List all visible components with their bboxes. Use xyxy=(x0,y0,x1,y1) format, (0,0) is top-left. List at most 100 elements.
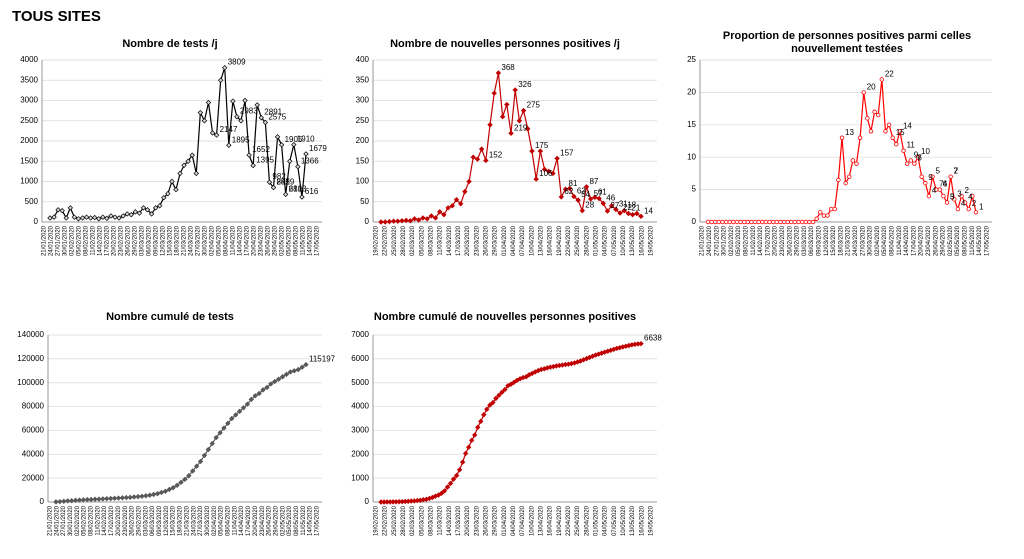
data-point xyxy=(796,219,801,225)
x-tick-label: 29/02/2020 xyxy=(136,505,142,536)
x-tick-label: 03/03/2020 xyxy=(143,505,149,536)
data-label: 22 xyxy=(885,69,894,78)
x-tick-label: 12/03/2020 xyxy=(161,225,167,256)
x-tick-label: 22/04/2020 xyxy=(566,505,572,536)
data-point xyxy=(407,218,414,224)
data-point xyxy=(270,184,277,191)
data-point xyxy=(140,205,147,211)
x-tick-label: 21/01/2020 xyxy=(700,225,706,256)
data-point xyxy=(441,212,447,218)
x-tick-label: 02/04/2020 xyxy=(212,505,218,536)
x-tick-label: 23/02/2020 xyxy=(123,505,129,536)
y-tick-label: 200 xyxy=(356,136,370,145)
data-point xyxy=(617,210,623,216)
y-tick-label: 100 xyxy=(356,177,370,186)
y-tick-label: 1000 xyxy=(20,177,38,186)
x-tick-label: 18/03/2020 xyxy=(178,505,184,536)
data-point xyxy=(483,157,489,164)
x-tick-label: 05/02/2020 xyxy=(736,225,742,256)
x-tick-label: 19/02/2020 xyxy=(374,505,380,536)
data-point xyxy=(132,209,139,215)
y-tick-label: 0 xyxy=(40,497,45,506)
data-label: 152 xyxy=(489,150,503,159)
data-point xyxy=(254,102,260,108)
x-tick-label: 14/05/2020 xyxy=(977,225,983,256)
data-label: 326 xyxy=(518,80,532,89)
data-point xyxy=(222,65,228,71)
data-label: 4 xyxy=(961,199,966,208)
data-label: 54 xyxy=(581,190,590,199)
x-tick-label: 05/05/2020 xyxy=(287,225,293,256)
data-point xyxy=(67,205,74,211)
x-tick-label: 24/03/2020 xyxy=(853,225,859,256)
y-tick-label: 3000 xyxy=(20,96,38,105)
data-label: 2 xyxy=(972,199,977,208)
data-point xyxy=(469,437,475,443)
data-label: 3 xyxy=(950,193,955,202)
x-tick-label: 09/03/2020 xyxy=(157,505,163,536)
x-tick-label: 14/04/2020 xyxy=(239,505,245,536)
data-point xyxy=(248,396,255,403)
data-point xyxy=(803,219,808,225)
data-point xyxy=(857,135,863,140)
chart-panel-positives: Nombre de nouvelles personnes positives … xyxy=(335,30,675,290)
data-point xyxy=(865,116,870,121)
x-tick-label: 18/03/2020 xyxy=(175,225,181,256)
x-tick-label: 07/04/2020 xyxy=(520,225,526,256)
y-tick-label: 1500 xyxy=(20,156,38,165)
x-tick-label: 22/04/2020 xyxy=(566,225,572,256)
x-tick-label: 13/04/2020 xyxy=(538,505,544,536)
data-point xyxy=(131,494,137,500)
data-label: 5 xyxy=(950,193,955,202)
x-tick-label: 11/03/2020 xyxy=(438,505,444,535)
data-label: 3809 xyxy=(228,58,246,67)
data-label: 7 xyxy=(954,167,959,176)
data-point xyxy=(541,166,548,173)
y-tick-label: 10 xyxy=(687,152,696,161)
x-tick-label: 28/02/2020 xyxy=(401,225,407,256)
x-tick-label: 29/04/2020 xyxy=(273,225,279,256)
data-label: 10 xyxy=(921,147,930,156)
y-tick-label: 5 xyxy=(692,185,697,194)
data-point xyxy=(72,497,79,504)
data-point xyxy=(403,217,409,224)
data-point xyxy=(96,496,102,502)
data-point xyxy=(575,197,581,203)
x-tick-label: 23/04/2020 xyxy=(260,505,266,536)
x-tick-label: 10/04/2020 xyxy=(529,505,535,536)
x-tick-label: 30/01/2020 xyxy=(722,225,728,256)
x-tick-label: 30/03/2020 xyxy=(868,225,874,256)
data-label: 2983 xyxy=(240,107,258,116)
x-tick-label: 08/02/2020 xyxy=(89,505,95,536)
x-tick-label: 23/02/2020 xyxy=(780,225,786,256)
x-tick-label: 05/04/2020 xyxy=(217,225,223,256)
x-tick-label: 11/04/2020 xyxy=(231,225,237,255)
data-point xyxy=(959,193,964,199)
data-point xyxy=(487,122,493,128)
data-label: 982 xyxy=(272,172,286,181)
data-point xyxy=(596,195,602,202)
x-tick-label: 17/05/2020 xyxy=(315,225,321,256)
x-tick-label: 13/04/2020 xyxy=(538,225,544,256)
data-label: 2 xyxy=(954,167,959,176)
data-point xyxy=(760,219,765,225)
data-point xyxy=(879,77,885,82)
data-label: 2 xyxy=(965,186,970,195)
data-point xyxy=(734,219,740,225)
data-point xyxy=(232,412,239,418)
x-tick-label: 20/02/2020 xyxy=(773,225,779,256)
data-point xyxy=(767,219,772,225)
data-point xyxy=(629,212,636,218)
x-tick-label: 23/03/2020 xyxy=(474,225,480,256)
data-point xyxy=(181,162,187,168)
x-tick-label: 26/02/2020 xyxy=(787,225,793,256)
x-tick-label: 26/03/2020 xyxy=(484,505,490,536)
data-point xyxy=(785,219,790,225)
x-tick-label: 05/05/2020 xyxy=(955,225,961,256)
x-tick-label: 08/02/2020 xyxy=(743,225,749,256)
data-point xyxy=(119,495,126,501)
data-label: 1652 xyxy=(252,145,270,154)
x-tick-label: 28/04/2020 xyxy=(584,505,590,536)
data-point xyxy=(705,219,711,225)
x-tick-label: 22/02/2020 xyxy=(383,225,389,256)
